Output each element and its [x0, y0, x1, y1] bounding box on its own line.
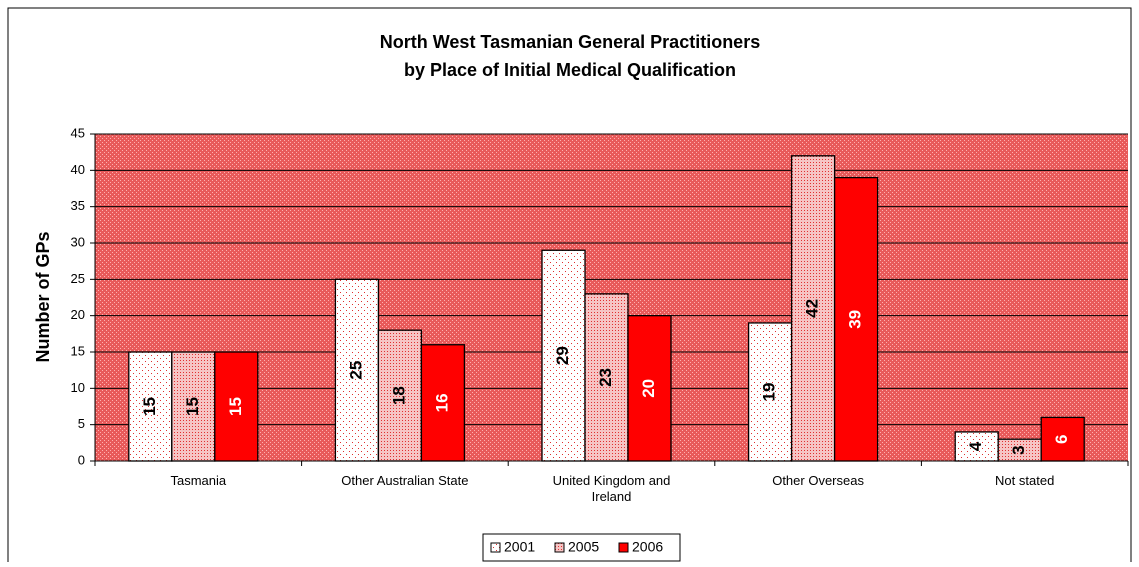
x-tick-label: Tasmania — [170, 473, 227, 488]
y-tick-label: 40 — [71, 162, 85, 177]
bar — [747, 322, 793, 462]
bar — [954, 431, 999, 462]
data-label: 3 — [1009, 445, 1028, 454]
x-tick-label: United Kingdom and Ireland — [552, 473, 671, 504]
bar — [377, 329, 423, 462]
bar — [627, 315, 672, 462]
data-label: 15 — [183, 397, 202, 416]
legend — [482, 533, 681, 562]
chart-title: North West Tasmanian General Practitione… — [380, 32, 760, 52]
legend-label: 2001 — [504, 539, 535, 555]
x-tick-label: Other Australian State — [341, 473, 469, 488]
y-tick-label: 20 — [71, 307, 85, 322]
legend-swatch — [618, 542, 629, 553]
y-tick-label: 35 — [71, 198, 85, 213]
data-label: 18 — [389, 386, 408, 405]
y-axis-label: Number of GPs — [33, 231, 53, 362]
y-tick-label: 5 — [78, 416, 85, 431]
data-label: 6 — [1052, 434, 1071, 443]
legend-swatch — [554, 542, 565, 553]
chart-title: by Place of Initial Medical Qualificatio… — [404, 60, 736, 80]
legend-swatch — [490, 542, 501, 553]
y-tick-label: 10 — [71, 380, 85, 395]
bar — [541, 249, 586, 462]
data-label: 42 — [803, 299, 822, 318]
x-tick-label: Other Overseas — [772, 473, 864, 488]
y-tick-label: 25 — [71, 271, 85, 286]
y-tick-label: 45 — [71, 125, 85, 140]
bar — [334, 278, 380, 462]
data-label: 20 — [639, 379, 658, 398]
legend-label: 2005 — [568, 539, 599, 555]
bar — [420, 344, 466, 462]
data-label: 25 — [346, 361, 365, 380]
data-label: 15 — [140, 397, 159, 416]
y-tick-label: 0 — [78, 452, 85, 467]
bar — [128, 351, 173, 462]
data-label: 39 — [846, 310, 865, 329]
data-label: 29 — [553, 346, 572, 365]
bar — [171, 351, 216, 462]
x-tick-label: Not stated — [995, 473, 1055, 488]
y-tick-label: 30 — [71, 234, 85, 249]
bar — [584, 293, 629, 462]
data-label: 19 — [760, 383, 779, 402]
data-label: 4 — [966, 441, 985, 451]
data-label: 23 — [596, 368, 615, 387]
data-label: 15 — [226, 397, 245, 416]
legend-label: 2006 — [632, 539, 663, 555]
frame — [7, 7, 1132, 567]
y-tick-label: 15 — [71, 343, 85, 358]
data-label: 16 — [432, 393, 451, 412]
bar — [214, 351, 259, 462]
